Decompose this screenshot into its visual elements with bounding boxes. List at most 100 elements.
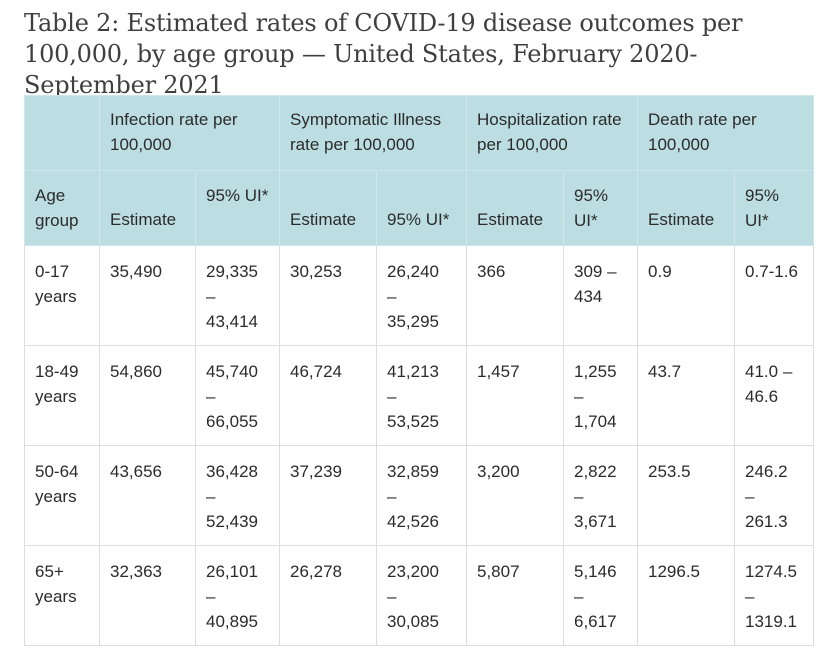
ui-range-part: 30,085	[387, 612, 439, 631]
death-estimate-cell: 1296.5	[637, 545, 736, 646]
ui-range-part: –	[206, 287, 216, 306]
ui-range-part: 45,740	[206, 362, 258, 381]
infection-estimate-cell: 54,860	[99, 345, 196, 446]
ui-range-part: 1,704	[574, 412, 617, 431]
sub-header-ui: 95% UI*	[195, 170, 280, 246]
ui-range-part: –	[206, 387, 216, 406]
ui-range-part: –	[745, 487, 755, 506]
ui-range-part: –	[745, 587, 755, 606]
sub-header-estimate: Estimate	[466, 170, 564, 246]
ui-range-part: 23,200	[387, 562, 439, 581]
sub-header-estimate: Estimate	[279, 170, 377, 246]
age-group-cell: 65+ years	[24, 545, 100, 646]
ui-range-part: 42,526	[387, 512, 439, 531]
death-ui-cell: 41.0 – 46.6	[734, 345, 815, 446]
sub-header-row: Age group Estimate 95% UI* Estimate 95% …	[24, 170, 815, 246]
infection-ui-cell: 45,740 – 66,055	[195, 345, 280, 446]
ui-range-part: 26,101	[206, 562, 258, 581]
ui-range-part: 41,213	[387, 362, 439, 381]
table-row: 18-49 years 54,860 45,740–66,055 46,724 41,2…	[24, 345, 815, 446]
group-header-empty	[24, 95, 100, 171]
infection-estimate-cell: 43,656	[99, 445, 196, 546]
ui-range-part: 3,671	[574, 512, 617, 531]
ui-range-part: –	[574, 487, 584, 506]
hospitalization-ui-cell: 2,822 – 3,671	[562, 445, 639, 546]
ui-range-part: –	[574, 587, 584, 606]
ui-range-part: 35,295	[387, 312, 439, 331]
table-row: 0-17 years 35,490 29,335–43,414 30,253 26,24…	[24, 245, 815, 346]
death-ui-cell: 1274.5 – 1319.1	[734, 545, 815, 646]
infection-estimate-cell: 32,363	[99, 545, 196, 646]
ui-range-part: 40,895	[206, 612, 258, 631]
symptomatic-ui-cell: 23,200 – 30,085	[376, 545, 467, 646]
ui-range-part: 1274.5	[745, 562, 798, 581]
group-header-death: Death rate per 100,000	[637, 95, 815, 171]
ui-range-part: 5,146	[574, 562, 617, 581]
death-ui-cell: 0.7-1.6	[734, 245, 815, 346]
ui-range-part: –	[387, 387, 397, 406]
ui-range-part: 46.6	[745, 387, 779, 406]
death-estimate-cell: 253.5	[637, 445, 736, 546]
hospitalization-estimate-cell: 366	[466, 245, 564, 346]
table-caption: Table 2: Estimated rates of COVID-19 dis…	[24, 9, 743, 99]
ui-range-part: 1,255	[574, 362, 617, 381]
ui-range-part: 41.0 –	[745, 362, 793, 381]
ui-range-part: 53,525	[387, 412, 439, 431]
symptomatic-estimate-cell: 37,239	[279, 445, 377, 546]
table-body: 0-17 years 35,490 29,335–43,414 30,253 26,24…	[24, 245, 815, 646]
hospitalization-ui-cell: 1,255 – 1,704	[562, 345, 639, 446]
ui-range-part: –	[387, 287, 397, 306]
sub-header-estimate: Estimate	[99, 170, 196, 246]
ui-range-part: 26,240	[387, 262, 439, 281]
infection-estimate-cell: 35,490	[99, 245, 196, 346]
group-header-symptomatic: Symptomatic Illness rate per 100,000	[279, 95, 467, 171]
covid-outcomes-table: Infection rate per 100,000 Symptomatic I…	[24, 95, 815, 646]
symptomatic-ui-cell: 32,859 – 42,526	[376, 445, 467, 546]
hospitalization-estimate-cell: 5,807	[466, 545, 564, 646]
ui-range-part: 261.3	[745, 512, 788, 531]
ui-range-part: –	[387, 587, 397, 606]
symptomatic-ui-cell: 26,240 – 35,295	[376, 245, 467, 346]
ui-range-part: 1319.1	[745, 612, 798, 631]
ui-range-part: 29,335	[206, 262, 258, 281]
infection-ui-cell: 29,335 – 43,414	[195, 245, 280, 346]
sub-header-ui: 95% UI*	[376, 170, 467, 246]
ui-range-part: 43,414	[206, 312, 258, 331]
ui-range-part: –	[206, 487, 216, 506]
symptomatic-ui-cell: 41,213 – 53,525	[376, 345, 467, 446]
infection-ui-cell: 26,101 – 40,895	[195, 545, 280, 646]
symptomatic-estimate-cell: 30,253	[279, 245, 377, 346]
hospitalization-estimate-cell: 1,457	[466, 345, 564, 446]
table-row: 50-64 years 43,656 36,428–52,439 37,239 32,8…	[24, 445, 815, 546]
ui-range-part: –	[206, 587, 216, 606]
ui-range-part: 52,439	[206, 512, 258, 531]
ui-range-part: 66,055	[206, 412, 258, 431]
table-row: 65+ years 32,363 26,101–40,895 26,278 23,200…	[24, 545, 815, 646]
hospitalization-ui-cell: 309 – 434	[562, 245, 639, 346]
ui-range-part: 32,859	[387, 462, 439, 481]
symptomatic-estimate-cell: 26,278	[279, 545, 377, 646]
age-group-cell: 18-49 years	[24, 345, 100, 446]
group-header-row: Infection rate per 100,000 Symptomatic I…	[24, 95, 815, 171]
death-estimate-cell: 43.7	[637, 345, 736, 446]
ui-range-part: –	[387, 487, 397, 506]
symptomatic-estimate-cell: 46,724	[279, 345, 377, 446]
infection-ui-cell: 36,428 – 52,439	[195, 445, 280, 546]
hospitalization-ui-cell: 5,146 – 6,617	[562, 545, 639, 646]
ui-range-part: 36,428	[206, 462, 258, 481]
ui-range-part: 6,617	[574, 612, 617, 631]
ui-range-part: 2,822	[574, 462, 617, 481]
age-group-cell: 50-64 years	[24, 445, 100, 546]
ui-range-part: –	[574, 387, 584, 406]
ui-range-part: 246.2	[745, 462, 788, 481]
sub-header-estimate: Estimate	[637, 170, 736, 246]
sub-header-ui: 95% UI*	[562, 170, 639, 246]
death-ui-cell: 246.2 – 261.3	[734, 445, 815, 546]
hospitalization-estimate-cell: 3,200	[466, 445, 564, 546]
age-group-cell: 0-17 years	[24, 245, 100, 346]
ui-range-part: 434	[574, 287, 603, 306]
death-estimate-cell: 0.9	[637, 245, 736, 346]
sub-header-ui: 95% UI*	[734, 170, 815, 246]
sub-header-age-group: Age group	[24, 170, 100, 246]
group-header-infection: Infection rate per 100,000	[99, 95, 280, 171]
